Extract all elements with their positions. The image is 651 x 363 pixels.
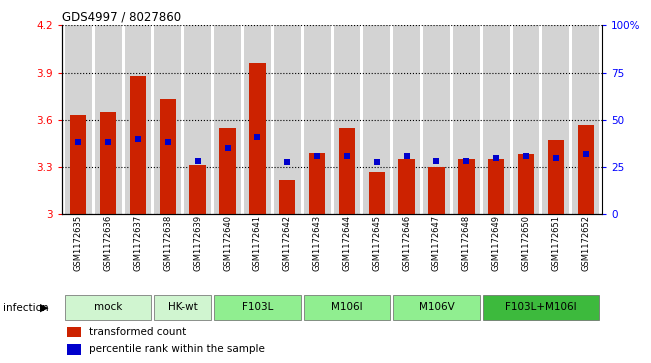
Bar [189, 166, 206, 214]
Bar [488, 159, 505, 214]
Bar [363, 25, 390, 214]
Text: transformed count: transformed count [89, 327, 186, 337]
Bar [547, 140, 564, 214]
Bar [339, 128, 355, 214]
Bar [577, 125, 594, 214]
FancyBboxPatch shape [65, 295, 152, 320]
Bar [154, 25, 181, 214]
Bar [398, 159, 415, 214]
Bar [368, 172, 385, 214]
Bar [94, 25, 122, 214]
Bar [70, 115, 87, 214]
Bar [124, 25, 152, 214]
Text: M106I: M106I [331, 302, 363, 312]
Bar [542, 25, 570, 214]
FancyBboxPatch shape [214, 295, 301, 320]
Bar [572, 25, 599, 214]
Bar [453, 25, 480, 214]
Text: F103L: F103L [242, 302, 273, 312]
Text: F103L+M106I: F103L+M106I [505, 302, 577, 312]
Text: M106V: M106V [419, 302, 454, 312]
FancyBboxPatch shape [303, 295, 390, 320]
Bar [249, 63, 266, 214]
Text: mock: mock [94, 302, 122, 312]
Bar [333, 25, 361, 214]
Text: ▶: ▶ [40, 303, 49, 313]
Bar [100, 112, 117, 214]
Bar [244, 25, 271, 214]
Text: infection: infection [3, 303, 49, 313]
Bar [303, 25, 331, 214]
Bar [518, 154, 534, 214]
Bar [214, 25, 241, 214]
Text: percentile rank within the sample: percentile rank within the sample [89, 344, 265, 354]
Bar [309, 153, 326, 214]
Text: HK-wt: HK-wt [168, 302, 198, 312]
Bar [159, 99, 176, 214]
Bar [483, 25, 510, 214]
Bar [130, 76, 146, 214]
FancyBboxPatch shape [393, 295, 480, 320]
FancyBboxPatch shape [154, 295, 211, 320]
Bar [65, 25, 92, 214]
Bar [423, 25, 450, 214]
Bar [219, 128, 236, 214]
Bar [184, 25, 211, 214]
Bar [393, 25, 420, 214]
Bar [428, 167, 445, 214]
Bar [458, 159, 475, 214]
Bar [279, 180, 296, 214]
Bar [67, 344, 81, 355]
Bar [67, 327, 81, 337]
Text: GDS4997 / 8027860: GDS4997 / 8027860 [62, 11, 181, 24]
FancyBboxPatch shape [483, 295, 599, 320]
Bar [274, 25, 301, 214]
Bar [512, 25, 540, 214]
